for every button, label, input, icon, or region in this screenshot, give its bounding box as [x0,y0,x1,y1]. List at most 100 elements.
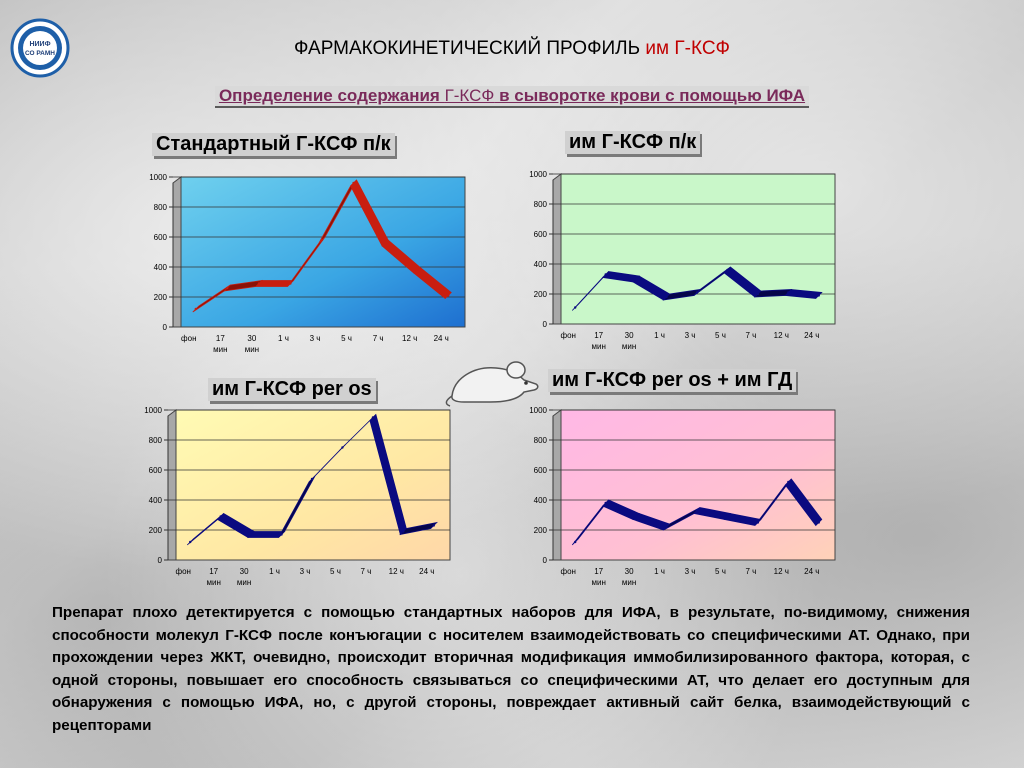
series-line-segment [413,266,452,300]
y-tick-label: 0 [543,556,548,565]
x-tick-label: 12 ч [774,567,789,576]
chart-back-wall [560,173,836,325]
x-tick-label: фон [560,567,575,576]
data-point [726,268,729,272]
data-point [289,282,292,285]
page-subtitle: Определение содержания Г-КСФ в сыворотке… [0,86,1024,108]
x-tick-label: 24 ч [434,334,449,343]
x-tick-label: 7 ч [745,567,756,576]
y-tick-label: 1000 [144,406,162,415]
x-tick-label: 5 ч [330,567,341,576]
x-tick-label: мин [213,345,227,354]
series-line-segment [784,478,823,527]
y-tick-label: 0 [158,556,163,565]
x-tick-label: фон [175,567,190,576]
x-tick-label: 12 ч [389,567,404,576]
subtitle-part-3: в сыворотке крови с помощью ИФА [494,86,806,105]
y-tick-label: 0 [163,323,168,332]
chart-side-wall [552,173,562,325]
data-point [817,294,820,297]
y-tick-label: 1000 [149,173,167,182]
x-tick-label: 17 [594,331,603,340]
x-tick-label: фон [560,331,575,340]
data-point [219,515,222,518]
x-tick-label: 7 ч [373,334,384,343]
y-tick-label: 1000 [529,406,547,415]
y-tick-label: 400 [534,496,548,505]
data-point [194,307,197,311]
y-tick-label: 400 [154,263,168,272]
y-tick-label: 400 [149,496,163,505]
x-tick-label: мин [591,342,605,351]
y-tick-label: 400 [534,260,548,269]
data-point [574,540,577,544]
x-tick-label: 30 [625,567,634,576]
data-point [604,501,607,505]
logo-text-1: НИИФ [29,41,50,48]
data-point [665,525,668,529]
data-point [341,446,344,449]
x-tick-label: 24 ч [804,331,819,340]
x-tick-label: 30 [247,334,256,343]
data-point [447,294,450,297]
subtitle-box: Определение содержания Г-КСФ в сыворотке… [214,86,810,108]
data-point [352,181,355,185]
x-tick-label: 1 ч [654,567,665,576]
data-point [634,277,638,281]
chart-side-wall [167,409,177,561]
y-tick-label: 1000 [529,170,547,179]
x-tick-label: мин [245,345,259,354]
x-tick-label: 30 [625,331,634,340]
x-tick-label: 7 ч [360,567,371,576]
chart-title-standard: Стандартный Г-КСФ п/к [152,133,395,156]
y-tick-label: 600 [534,230,548,239]
x-tick-label: 17 [594,567,603,576]
data-point [665,295,668,299]
data-point [604,273,607,276]
data-point [695,291,699,294]
x-tick-label: мин [237,578,251,587]
chart-standard-gcsf: 0 200 400 600 800 1000 фон 17 мин 30 мин 1 ч 3 ч 5 ч 7… [149,173,466,354]
data-point [402,530,405,533]
y-tick-label: 200 [149,526,163,535]
data-point [787,480,790,484]
x-tick-label: 5 ч [715,567,726,576]
data-point [726,515,729,518]
x-tick-label: 5 ч [341,334,352,343]
y-tick-label: 200 [534,290,548,299]
x-tick-label: 24 ч [419,567,434,576]
chart-title-im-peros: им Г-КСФ per os [208,378,376,401]
chart-title-im-peros-gd: им Г-КСФ per os + им ГД [548,369,797,392]
y-tick-label: 800 [534,436,548,445]
data-point [383,241,387,245]
data-point [415,268,418,272]
data-point [432,524,435,527]
data-point [280,533,283,536]
chart-im-gcsf-peros-gd: 0 200 400 600 800 1000 фон 17 мин 30 мин 1 ч 3 ч 5 ч 7… [529,406,836,587]
data-point [189,540,192,544]
y-tick-label: 200 [154,293,168,302]
x-tick-label: 17 [209,567,218,576]
x-tick-label: мин [622,578,636,587]
data-point [756,292,760,296]
page-title: ФАРМАКОКИНЕТИЧЕСКИЙ ПРОФИЛЬ им Г-КСФ [0,38,1024,60]
x-tick-label: 7 ч [745,331,756,340]
subtitle-part-2: Г-КСФ [444,86,495,105]
data-point [226,286,229,290]
logo-text-2: СО РАМН [25,50,55,57]
x-tick-label: 30 [240,567,249,576]
y-tick-label: 800 [154,203,168,212]
y-tick-label: 600 [154,233,168,242]
y-tick-label: 200 [534,526,548,535]
x-tick-label: 3 ч [685,567,696,576]
chart-back-wall [180,176,466,328]
chart-side-wall [172,176,182,328]
y-tick-label: 0 [543,320,548,329]
description-text: Препарат плохо детектируется с помощью с… [52,604,970,734]
x-tick-label: 17 [216,334,225,343]
x-tick-label: 1 ч [654,331,665,340]
data-point [574,306,577,309]
data-point [787,291,790,294]
x-tick-label: 3 ч [685,331,696,340]
series-line-segment [399,521,438,536]
